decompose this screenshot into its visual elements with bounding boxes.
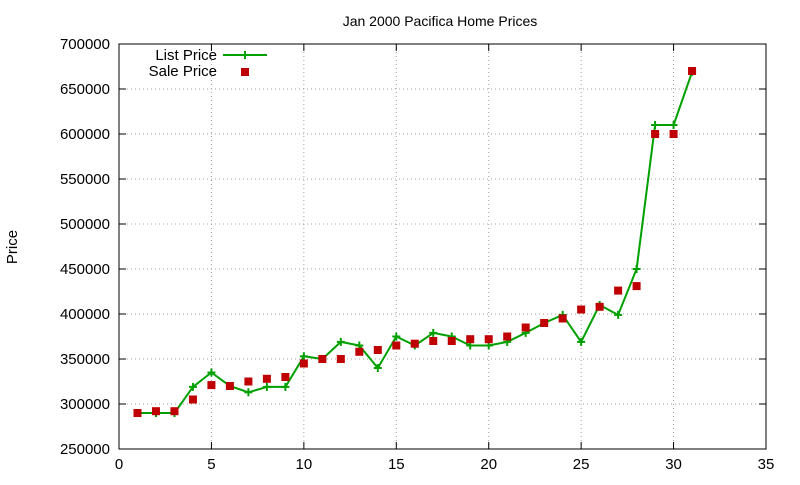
x-tick-label: 20 — [480, 456, 497, 473]
data-point-sale-price — [299, 359, 308, 368]
y-tick-label: 550000 — [60, 171, 110, 188]
x-tick-label: 5 — [207, 456, 215, 473]
data-point-sale-price — [207, 381, 216, 390]
data-point-sale-price — [669, 130, 678, 138]
plot-frame — [118, 43, 767, 450]
y-tick-label: 700000 — [60, 36, 110, 53]
x-tick-label: 15 — [388, 456, 405, 473]
data-point-sale-price — [466, 335, 475, 344]
data-point-sale-price — [484, 335, 493, 344]
y-tick-label: 400000 — [60, 306, 110, 323]
legend: List Price Sale Price — [149, 47, 267, 80]
data-point-list-price — [651, 121, 660, 129]
data-point-sale-price — [133, 409, 142, 417]
data-point-sale-price — [558, 314, 567, 323]
data-point-list-price — [262, 382, 271, 391]
data-point-list-price — [429, 328, 438, 337]
data-point-sale-price — [521, 323, 530, 332]
data-point-list-price — [614, 310, 623, 319]
data-point-sale-price — [336, 355, 345, 363]
data-point-sale-price — [614, 286, 623, 295]
data-point-sale-price — [151, 407, 160, 416]
chart-title: Jan 2000 Pacifica Home Prices — [343, 13, 538, 29]
data-point-list-price — [392, 332, 401, 341]
data-point-list-price — [577, 337, 586, 346]
data-point-sale-price — [429, 337, 438, 345]
data-point-list-price — [373, 364, 382, 372]
y-axis-label: Price — [4, 230, 21, 264]
y-tick-label: 300000 — [60, 396, 110, 413]
data-point-list-price — [669, 121, 678, 129]
data-point-sale-price — [373, 346, 382, 354]
data-point-sale-price — [318, 355, 327, 363]
x-tick-label: 10 — [296, 456, 313, 473]
data-point-sale-price — [392, 341, 401, 350]
y-tick-label: 450000 — [60, 261, 110, 278]
data-point-list-price — [336, 337, 345, 346]
y-tick-label: 500000 — [60, 216, 110, 233]
data-point-sale-price — [632, 282, 641, 291]
y-tick-label: 350000 — [60, 351, 110, 368]
data-point-list-price — [207, 368, 216, 377]
series-layer — [133, 67, 697, 417]
data-point-list-price — [632, 265, 641, 273]
data-point-list-price — [281, 382, 290, 391]
data-point-list-price — [188, 382, 197, 391]
x-tick-label: 35 — [758, 456, 775, 473]
data-point-sale-price — [225, 382, 234, 390]
data-point-sale-price — [540, 319, 549, 327]
series-line-list-price — [137, 71, 694, 414]
x-tick-label: 30 — [665, 456, 682, 473]
data-point-sale-price — [170, 407, 179, 416]
data-point-sale-price — [688, 67, 697, 75]
legend-marker-sale-price — [241, 68, 249, 76]
data-point-sale-price — [651, 130, 660, 138]
data-point-sale-price — [281, 373, 290, 381]
x-axis-tick-labels: 0 5 10 15 20 25 30 35 — [115, 456, 775, 473]
y-tick-label: 600000 — [60, 126, 110, 143]
legend-label-sale-price: Sale Price — [149, 63, 217, 80]
data-point-list-price — [244, 388, 253, 397]
data-point-sale-price — [244, 377, 253, 386]
legend-marker-list-price — [241, 51, 249, 59]
data-point-sale-price — [410, 339, 419, 348]
data-point-list-price — [299, 352, 308, 361]
legend-label-list-price: List Price — [155, 47, 217, 64]
data-point-sale-price — [503, 332, 512, 341]
y-axis-tick-labels: 250000 300000 350000 400000 450000 500000 5500… — [60, 36, 110, 458]
x-tick-label: 0 — [115, 456, 123, 473]
data-point-sale-price — [188, 395, 197, 404]
data-point-sale-price — [595, 302, 604, 311]
data-point-sale-price — [355, 347, 364, 356]
grid-lines — [119, 44, 766, 449]
data-point-sale-price — [447, 337, 456, 345]
data-point-sale-price — [262, 374, 271, 383]
data-point-sale-price — [577, 305, 586, 314]
y-tick-label: 650000 — [60, 81, 110, 98]
y-tick-label: 250000 — [60, 441, 110, 458]
x-tick-label: 25 — [573, 456, 590, 473]
axis-ticks — [118, 43, 767, 450]
